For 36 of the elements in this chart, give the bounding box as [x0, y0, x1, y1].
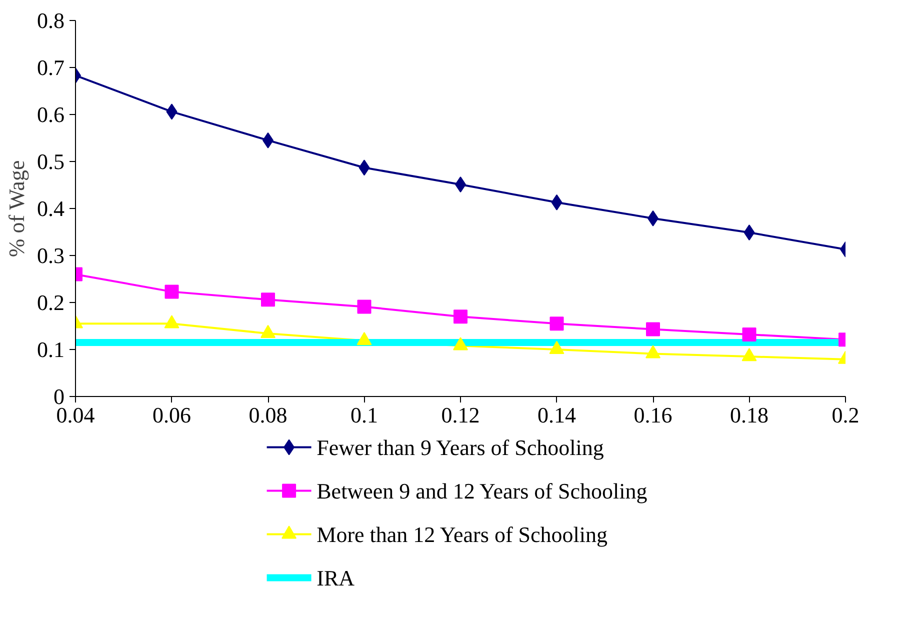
point [357, 300, 372, 314]
x-tick-label: 0.08 [248, 402, 288, 428]
point [742, 327, 756, 342]
point [164, 315, 180, 328]
y-tick-label: 0.2 [37, 290, 64, 315]
legend-label: IRA [316, 565, 355, 590]
point [356, 332, 372, 346]
x-tick-label: 0.14 [538, 402, 576, 428]
point [260, 324, 276, 338]
y-tick-label: 0.7 [37, 55, 64, 80]
point [453, 337, 468, 350]
point [742, 348, 757, 362]
point [549, 340, 564, 354]
y-tick-label: 0.4 [37, 196, 64, 221]
point [646, 322, 660, 336]
legend-label: More than 12 Years of Schooling [316, 522, 608, 547]
point [550, 316, 564, 331]
y-tick-label: 0.8 [37, 8, 64, 33]
y-tick-label: 0.5 [37, 149, 64, 174]
point [261, 292, 275, 307]
point [454, 310, 468, 324]
point [646, 345, 660, 358]
y-axis-title: % of Wage [4, 160, 29, 258]
x-tick-label: 0.16 [634, 402, 672, 428]
point [164, 284, 179, 299]
x-tick-label: 0.18 [730, 402, 768, 428]
y-tick-label: 0.3 [37, 243, 64, 268]
x-tick-label: 0.1 [350, 402, 378, 428]
x-tick-label: 0.2 [832, 402, 860, 428]
legend-label: Fewer than 9 Years of Schooling [316, 434, 604, 460]
x-tick-label: 0.12 [441, 402, 480, 428]
y-tick-label: 0.6 [37, 102, 64, 127]
legend-label: Between 9 and 12 Years of Schooling [316, 478, 648, 504]
y-tick-label: 0 [54, 384, 64, 409]
y-tick-label: 0.1 [37, 337, 64, 362]
x-tick-label: 0.06 [152, 402, 191, 428]
